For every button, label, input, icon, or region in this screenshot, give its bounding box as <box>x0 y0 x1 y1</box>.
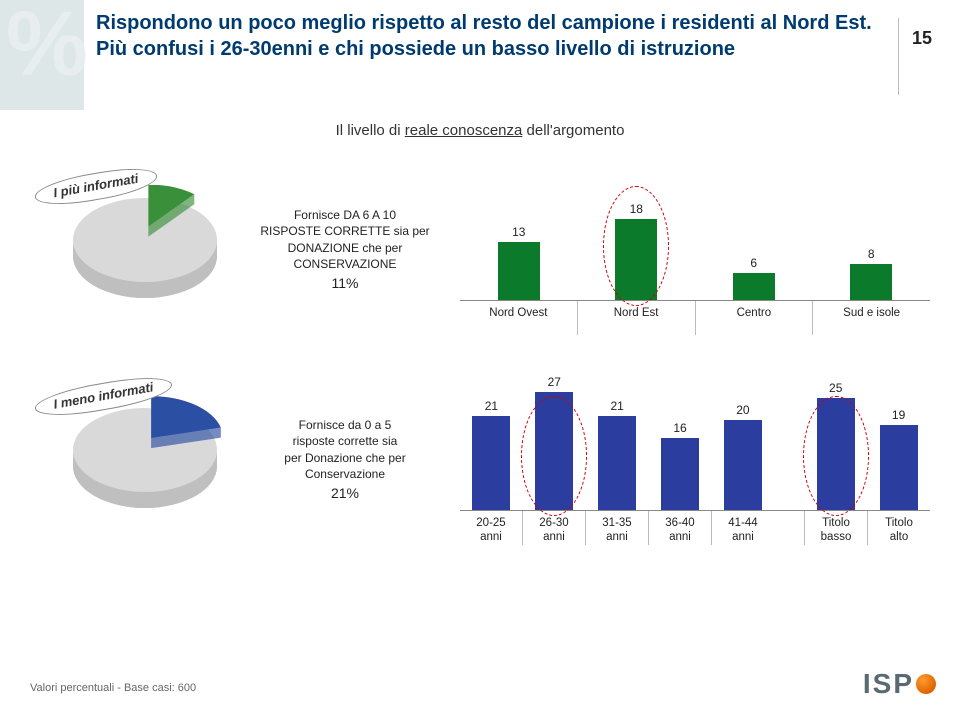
row-piu-informati: I più informati Fornisce DA 6 A 10 RISPO… <box>0 165 960 335</box>
bar-rect <box>850 264 892 300</box>
title-line: Rispondono un poco meglio rispetto al re… <box>96 12 872 34</box>
category-label: Nord Ovest <box>460 301 577 335</box>
page-title: Rispondono un poco meglio rispetto al re… <box>96 10 880 62</box>
bar-col: 19 <box>867 375 930 510</box>
bar-rect <box>817 398 855 511</box>
subtitle-suffix: dell'argomento <box>522 122 624 139</box>
pie-label-line: per Donazione che per <box>284 451 405 465</box>
category-label: 20-25anni <box>460 511 522 545</box>
footnote: Valori percentuali - Base casi: 600 <box>30 682 196 694</box>
bar-rect <box>498 242 540 301</box>
bar-value: 8 <box>868 247 875 261</box>
bar-value: 19 <box>892 408 905 422</box>
row-meno-informati: I meno informati Fornisce da 0 a 5 rispo… <box>0 375 960 545</box>
pie-label-line: CONSERVAZIONE <box>294 257 397 271</box>
bar-col: 13 <box>460 165 578 300</box>
bar-col: 25 <box>804 375 867 510</box>
bar-rect <box>724 420 762 510</box>
category-label: 36-40anni <box>648 511 711 545</box>
bar-col: 27 <box>523 375 586 510</box>
logo: ISP <box>863 668 936 700</box>
bar-value: 13 <box>512 225 525 239</box>
bar-rect <box>880 425 918 511</box>
bar-value: 18 <box>630 202 643 216</box>
percent-watermark: % <box>6 0 88 97</box>
bar-chart-regions: 13 18 6 8 Nord OvestNord EstCentroSud e iso… <box>460 165 930 335</box>
bar-value: 21 <box>485 399 498 413</box>
pie-chart-2 <box>60 395 230 525</box>
bar-value: 25 <box>829 381 842 395</box>
bar-col: 21 <box>586 375 649 510</box>
bar-rect <box>615 219 657 300</box>
pie-label-line: DONAZIONE che per <box>288 241 403 255</box>
category-label: 41-44anni <box>711 511 774 545</box>
title-line: Più confusi i 26-30enni e chi possiede u… <box>96 38 735 60</box>
bar-rect <box>733 273 775 300</box>
subtitle: Il livello di reale conoscenza dell'argo… <box>0 122 960 139</box>
pie-wrap-2: I meno informati <box>40 395 250 525</box>
pie-label-line: risposte corrette sia <box>293 434 398 448</box>
bar-rect <box>535 392 573 510</box>
pie-label-line: Fornisce da 0 a 5 <box>299 418 392 432</box>
bar-value: 27 <box>548 375 561 389</box>
bar-col: 8 <box>813 165 931 300</box>
bar-col: 18 <box>578 165 696 300</box>
category-label: Titolobasso <box>804 511 867 545</box>
subtitle-prefix: Il livello di <box>336 122 405 139</box>
bar-rect <box>472 416 510 511</box>
pie-label-line: Conservazione <box>305 467 385 481</box>
pie-pct-1: 11% <box>250 274 440 293</box>
logo-text: ISP <box>863 668 914 700</box>
pie-chart-1 <box>60 185 230 315</box>
bar-col: 6 <box>695 165 813 300</box>
bar-value: 20 <box>736 403 749 417</box>
category-label: Centro <box>695 301 813 335</box>
pie-label-2: Fornisce da 0 a 5 risposte corrette sia … <box>250 417 440 503</box>
category-label: 26-30anni <box>522 511 585 545</box>
bar-value: 21 <box>610 399 623 413</box>
bar-col: 21 <box>460 375 523 510</box>
subtitle-underlined: reale conoscenza <box>405 122 523 139</box>
category-label: Nord Est <box>577 301 695 335</box>
category-label: Sud e isole <box>812 301 930 335</box>
category-label: 31-35anni <box>585 511 648 545</box>
header: % Rispondono un poco meglio rispetto al … <box>0 0 960 110</box>
pie-label-line: RISPOSTE CORRETTE sia per <box>260 224 429 238</box>
pie-label-line: Fornisce DA 6 A 10 <box>294 208 396 222</box>
page-number: 15 <box>912 28 932 49</box>
logo-dot-icon <box>916 674 936 694</box>
pie-wrap-1: I più informati <box>40 185 250 315</box>
bar-col: 16 <box>649 375 712 510</box>
bar-rect <box>598 416 636 511</box>
category-label: Titoloalto <box>867 511 930 545</box>
pie-label-1: Fornisce DA 6 A 10 RISPOSTE CORRETTE sia… <box>250 207 440 293</box>
bar-value: 16 <box>673 421 686 435</box>
bar-chart-age-education: 21 27 21 16 20 25 19 20-25anni26-30anni31-35an… <box>460 375 930 545</box>
bar-value: 6 <box>750 256 757 270</box>
pie-pct-2: 21% <box>250 484 440 503</box>
bar-col: 20 <box>711 375 774 510</box>
bar-rect <box>661 438 699 510</box>
